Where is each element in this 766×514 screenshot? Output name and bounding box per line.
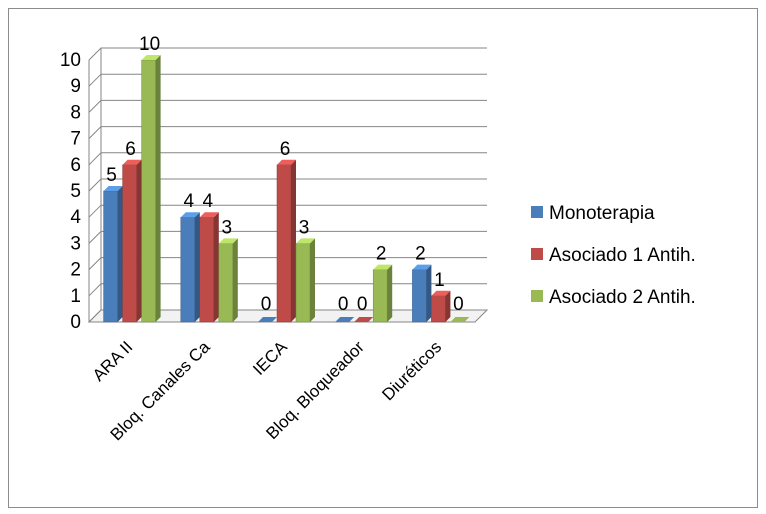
bar-side (426, 264, 432, 322)
gridline (88, 47, 487, 61)
gridline (88, 126, 487, 139)
bar-side (155, 55, 161, 322)
y-tick-label: 5 (70, 181, 81, 202)
bar-top (277, 159, 296, 165)
bar (295, 243, 311, 323)
bar-top (296, 238, 315, 244)
bar-zero (450, 317, 470, 322)
bar (218, 243, 234, 323)
bars (103, 55, 470, 323)
bar-side (117, 186, 123, 322)
data-label: 10 (139, 34, 160, 55)
bar-top (199, 212, 219, 218)
legend-swatch (531, 206, 543, 218)
data-label: 0 (357, 294, 368, 315)
bar-zero (354, 317, 374, 322)
bar-side (136, 159, 142, 322)
bar (431, 295, 446, 323)
bar (180, 216, 196, 323)
data-label: 3 (299, 217, 310, 238)
data-label: 0 (338, 294, 349, 315)
bar (141, 59, 156, 323)
bar-side (445, 290, 451, 322)
bar-top (103, 186, 123, 191)
data-label: 4 (203, 191, 214, 212)
legend-swatch (531, 290, 543, 302)
y-tick-label: 7 (70, 129, 81, 150)
gridline (88, 99, 487, 113)
bar-zero (258, 317, 277, 322)
data-label: 0 (453, 294, 464, 315)
bar-side (310, 238, 315, 322)
gridline (88, 309, 487, 323)
legend: Monoterapia Asociado 1 Antih. Asociado 2 A… (531, 203, 696, 308)
bar-top (412, 264, 432, 270)
bar-zero (335, 317, 355, 322)
bar-top (122, 159, 142, 165)
data-label: 0 (261, 294, 272, 315)
y-tick-label: 1 (70, 286, 81, 307)
bar (412, 269, 427, 323)
gridline (88, 152, 487, 166)
bar (103, 190, 118, 323)
data-label: 6 (280, 139, 291, 160)
gridline (88, 283, 487, 297)
bar (276, 164, 292, 323)
x-tick-label: Diuréticos (378, 337, 445, 404)
gridline (88, 178, 487, 192)
bar-top (431, 290, 451, 296)
y-tick-label: 2 (70, 260, 81, 281)
data-label: 2 (415, 244, 426, 265)
bar-side (291, 159, 296, 322)
bar (122, 164, 137, 323)
data-label: 2 (376, 244, 387, 265)
data-label: 4 (184, 191, 195, 212)
y-axis-ticks: 0 1 2 3 4 5 6 7 8 9 10 (60, 50, 82, 333)
bar-side (232, 238, 238, 322)
bar-side (194, 212, 200, 322)
gridlines (88, 47, 487, 323)
bar-side (213, 212, 219, 322)
x-tick-label: IECA (249, 337, 291, 379)
bar (199, 216, 215, 323)
y-tick-label: 9 (70, 76, 81, 97)
legend-label: Asociado 1 Antih. (549, 245, 696, 266)
bar-top (180, 212, 200, 218)
gridline (88, 204, 487, 218)
chart-frame: 0 1 2 3 4 5 6 7 8 9 10 5 6 10 4 4 3 0 6 3 0 0 2 2 1 0 ARA II Bloq… (8, 8, 758, 508)
legend-label: Monoterapia (549, 203, 655, 224)
y-tick-label: 0 (70, 312, 81, 333)
y-tick-label: 3 (70, 233, 81, 254)
data-label: 1 (434, 270, 445, 291)
data-label: 3 (222, 217, 233, 238)
x-tick-label: ARA II (89, 337, 137, 385)
y-tick-label: 4 (70, 207, 81, 228)
gridline (88, 257, 487, 270)
bar-top (141, 55, 161, 60)
legend-swatch (531, 248, 543, 260)
bar-top (218, 238, 238, 244)
bar-top (373, 264, 393, 270)
gridline (88, 73, 487, 87)
gridline (88, 230, 487, 244)
data-label: 5 (106, 165, 117, 186)
y-tick-label: 10 (60, 50, 81, 71)
bar-side (387, 264, 393, 322)
legend-label: Asociado 2 Antih. (549, 287, 696, 308)
y-tick-label: 6 (70, 155, 81, 176)
y-tick-label: 8 (70, 102, 81, 123)
data-label: 6 (125, 139, 136, 160)
bar (372, 269, 388, 323)
